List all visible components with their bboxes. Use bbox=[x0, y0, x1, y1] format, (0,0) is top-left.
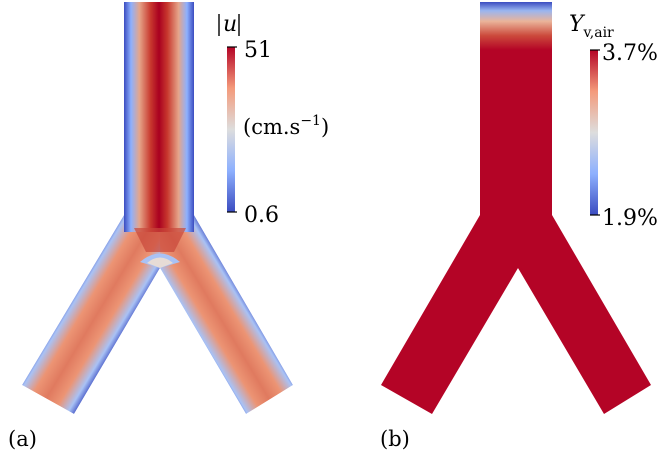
colorbar-b-gradient bbox=[590, 50, 598, 215]
panel-b: (b) Yv,air 3.7% 1.9% bbox=[380, 2, 658, 451]
colorbar-a-max: 51 bbox=[244, 38, 272, 63]
colorbar-a: u 51 (cm.s−1) 0.6 bbox=[218, 12, 329, 228]
colorbar-b-max: 3.7% bbox=[602, 41, 658, 66]
colorbar-a-unit: (cm.s−1) bbox=[243, 113, 329, 139]
colorbar-a-gradient bbox=[227, 47, 235, 212]
colorbar-a-title: u bbox=[223, 12, 237, 37]
colorbar-b: Yv,air 3.7% 1.9% bbox=[569, 12, 658, 231]
colorbar-b-min: 1.9% bbox=[602, 206, 658, 231]
colorbar-a-min: 0.6 bbox=[244, 203, 279, 228]
panel-b-label: (b) bbox=[380, 427, 410, 451]
bifurcation-velocity-field bbox=[22, 2, 293, 414]
vapor-inlet-front bbox=[480, 2, 552, 50]
panel-a: (a) u 51 (cm.s−1) 0.6 bbox=[8, 2, 329, 451]
bifurcation-vapor-field bbox=[381, 2, 651, 414]
panel-a-label: (a) bbox=[8, 427, 37, 451]
colorbar-b-title: Yv,air bbox=[569, 12, 614, 41]
